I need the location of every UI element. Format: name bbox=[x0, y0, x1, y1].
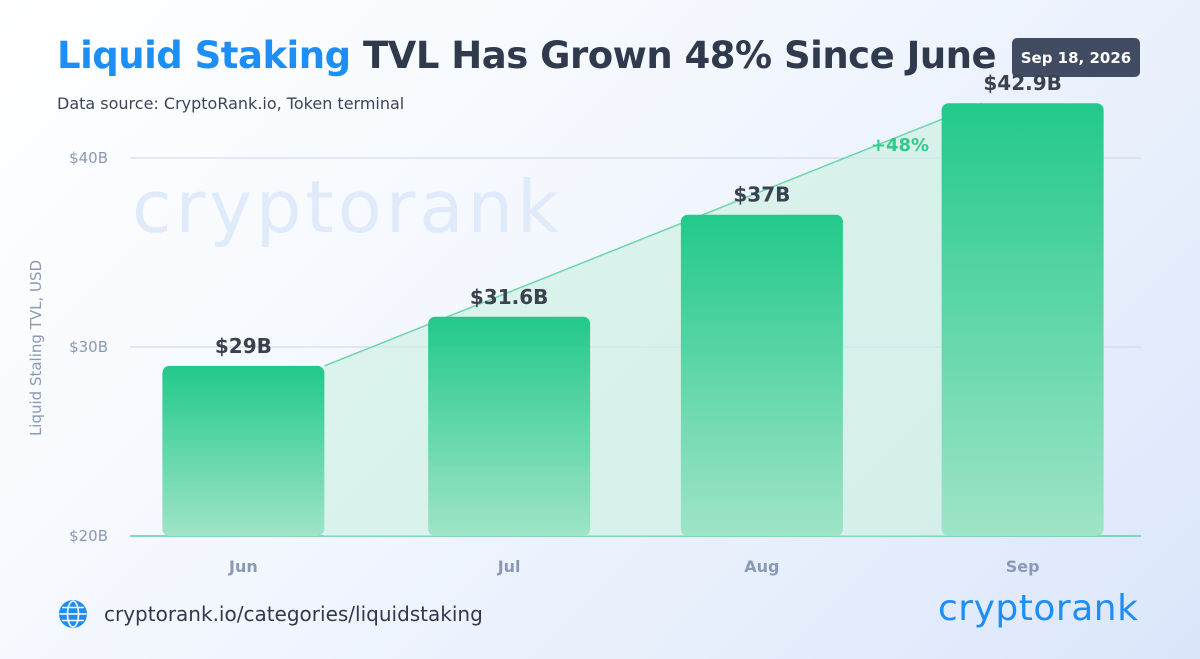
watermark: cryptorank bbox=[132, 165, 563, 249]
y-tick-label: $20B bbox=[69, 527, 108, 545]
x-tick-label: Aug bbox=[744, 557, 779, 576]
bar-aug bbox=[680, 214, 843, 536]
x-tick-label: Jul bbox=[497, 557, 521, 576]
title-rest: TVL Has Grown 48% Since June bbox=[350, 34, 997, 77]
globe-icon bbox=[59, 600, 87, 628]
data-source: Data source: CryptoRank.io, Token termin… bbox=[57, 94, 405, 113]
y-axis-label: Liquid Staling TVL, USD bbox=[27, 260, 45, 436]
bar-jun bbox=[162, 365, 325, 536]
bar-sep bbox=[941, 103, 1104, 536]
growth-label: +48% bbox=[871, 135, 929, 156]
y-tick-label: $30B bbox=[69, 338, 108, 356]
bar-jul bbox=[428, 316, 591, 536]
footer-url[interactable]: cryptorank.io/categories/liquidstaking bbox=[104, 602, 483, 626]
bar-value-label: $29B bbox=[215, 334, 272, 358]
bar-value-label: $37B bbox=[733, 183, 790, 207]
bar-value-label: $42.9B bbox=[983, 71, 1062, 95]
bar-value-label: $31.6B bbox=[470, 285, 549, 309]
brand-logo: cryptorank bbox=[938, 588, 1139, 629]
x-tick-label: Jun bbox=[228, 557, 258, 576]
date-badge: Sep 18, 2026 bbox=[1012, 38, 1140, 77]
x-tick-label: Sep bbox=[1006, 557, 1040, 576]
y-tick-label: $40B bbox=[69, 149, 108, 167]
page-title: Liquid Staking TVL Has Grown 48% Since J… bbox=[57, 34, 997, 77]
title-accent: Liquid Staking bbox=[57, 34, 351, 77]
